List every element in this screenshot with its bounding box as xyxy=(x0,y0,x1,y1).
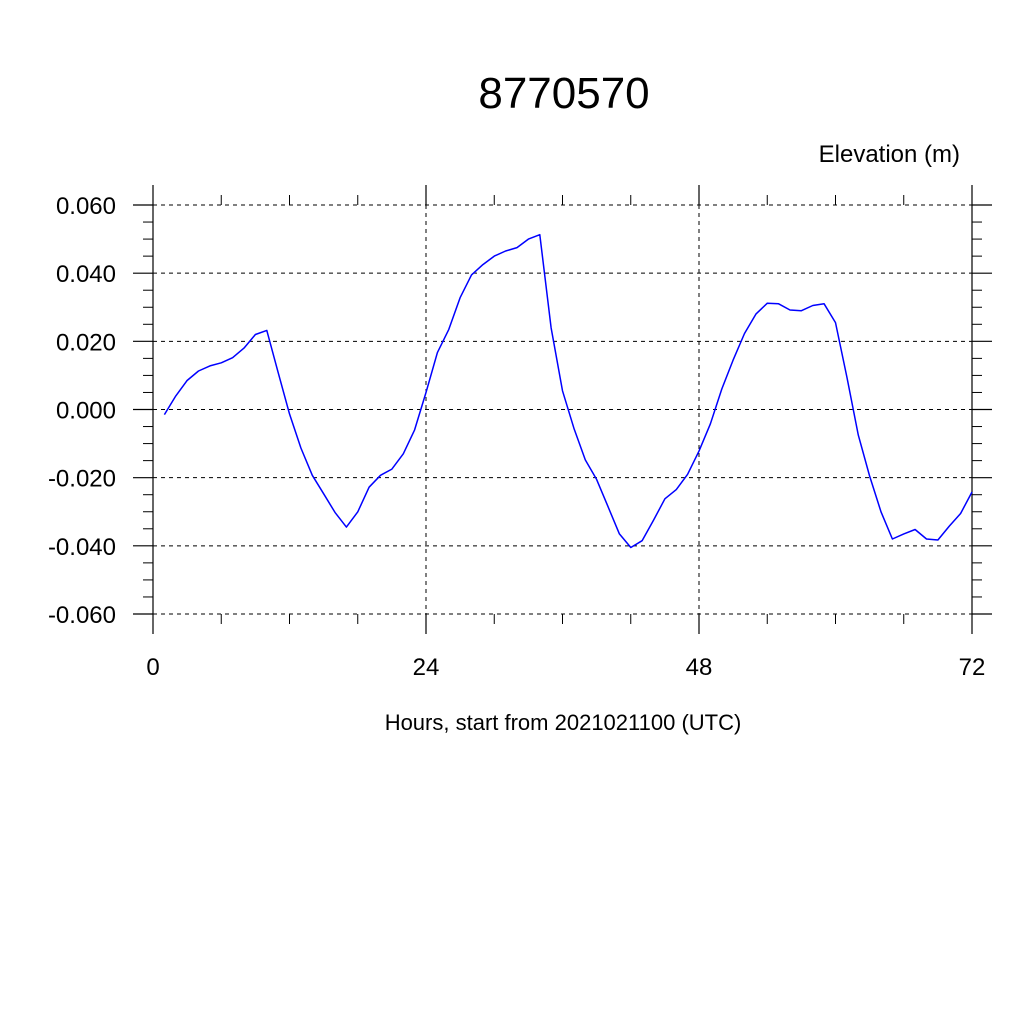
y-tick-label: -0.060 xyxy=(48,602,116,629)
elevation-series-line xyxy=(163,233,973,549)
y-tick-label: -0.020 xyxy=(48,466,116,493)
y-tick-labels: -0.060 -0.040 -0.020 0.000 0.020 0.040 0.060 xyxy=(48,193,116,629)
plot-frame xyxy=(152,205,973,614)
y-unit-label: Elevation (m) xyxy=(819,141,960,168)
x-tick-label: 48 xyxy=(686,654,713,681)
x-tick-label: 72 xyxy=(959,654,986,681)
chart-title: 8770570 xyxy=(478,69,649,118)
y-tick-label: 0.000 xyxy=(56,398,116,425)
y-tick-label: -0.040 xyxy=(48,534,116,561)
y-tick-label: 0.060 xyxy=(56,193,116,220)
x-axis-label: Hours, start from 2021021100 (UTC) xyxy=(385,710,742,735)
x-tick-label: 0 xyxy=(146,654,159,681)
x-tick-labels: 0 24 48 72 xyxy=(146,654,985,681)
minor-tick-layer xyxy=(143,195,982,624)
major-tick-layer xyxy=(133,185,992,634)
y-tick-label: 0.040 xyxy=(56,261,116,288)
x-tick-label: 24 xyxy=(413,654,440,681)
y-tick-label: 0.020 xyxy=(56,329,116,356)
